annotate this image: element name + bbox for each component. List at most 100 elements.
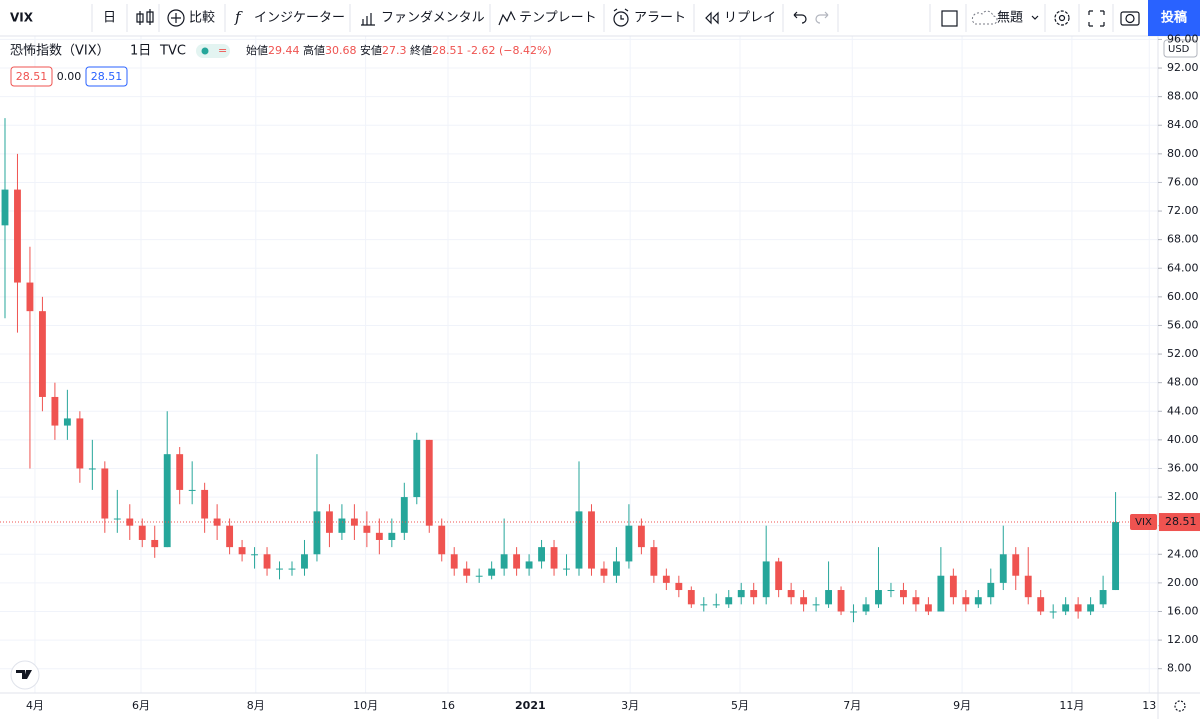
candle-body [76, 418, 84, 469]
indicator-value: 28.51 [16, 70, 48, 83]
candle-body [1037, 597, 1045, 612]
indicator-icon: f [234, 8, 243, 26]
replay-button[interactable]: リプレイ [724, 11, 776, 26]
last-price-value: 28.51 [1165, 515, 1197, 528]
y-tick-label: 8.00 [1167, 662, 1192, 675]
ohlc-values: 始値29.44 高値30.68 安値27.3 終値28.51 -2.62 (−8… [246, 43, 552, 57]
candles [1, 118, 1120, 623]
candle-body [388, 532, 396, 540]
candle-body [1062, 604, 1070, 612]
fullscreen-button[interactable] [1088, 10, 1105, 27]
status-eq: = [218, 44, 227, 57]
y-tick-label: 72.00 [1167, 204, 1199, 217]
last-price-name: VIX [1135, 517, 1152, 528]
ohlc-label: 始値 [246, 43, 268, 57]
publish-label[interactable]: 投稿 [1161, 10, 1187, 26]
time-settings[interactable] [1174, 700, 1186, 712]
compare-icon [167, 9, 185, 27]
currency[interactable]: USD [1168, 44, 1190, 55]
candle-body [176, 454, 184, 490]
y-tick-label: 52.00 [1167, 347, 1199, 360]
value-box [10, 66, 53, 87]
candle-body [1012, 554, 1020, 576]
y-tick-label: 20.00 [1167, 576, 1199, 589]
fundamental-icon [361, 13, 375, 26]
candle-body [949, 575, 957, 598]
x-tick-label: 9月 [953, 699, 971, 712]
redo-button[interactable] [815, 11, 829, 24]
interval-button[interactable]: 日 [103, 11, 116, 26]
candle-body [1049, 611, 1057, 613]
x-tick-label: 6月 [132, 699, 150, 712]
x-tick-label: 7月 [843, 699, 861, 712]
candle-body [463, 568, 471, 576]
candle-body [113, 518, 121, 520]
candle-body [962, 597, 970, 605]
undo-button[interactable] [793, 11, 807, 24]
y-tick-label: 24.00 [1167, 547, 1199, 560]
y-tick-label: 64.00 [1167, 261, 1199, 274]
alert-button[interactable]: アラート [634, 11, 686, 26]
ohlc-value: 27.3 [382, 44, 407, 57]
legend-title: 恐怖指数（VIX） [10, 43, 110, 59]
y-tick-label: 48.00 [1167, 376, 1199, 389]
candle-body [825, 590, 833, 605]
y-tick-label: 40.00 [1167, 433, 1199, 446]
candle-body [238, 547, 246, 555]
currency-button[interactable] [1163, 39, 1198, 58]
candle-body [787, 590, 795, 598]
candle-body [987, 582, 995, 598]
candle-body [575, 511, 583, 569]
alert-icon [613, 11, 629, 27]
x-tick-label: 16 [441, 699, 455, 712]
x-tick-label: 5月 [731, 699, 749, 712]
candle-body [837, 590, 845, 612]
candle-body [1099, 590, 1107, 605]
candle-body [363, 525, 371, 533]
candle-body [900, 590, 907, 598]
y-tick-label: 92.00 [1167, 61, 1199, 74]
candle-body [475, 575, 483, 577]
symbol[interactable]: VIX [10, 11, 34, 25]
snapshot-icon [1125, 13, 1135, 24]
candle-body [400, 497, 408, 533]
compare-icon [171, 13, 181, 23]
publish-button[interactable] [1148, 0, 1200, 36]
chart-type-button[interactable] [136, 9, 154, 25]
templates-button[interactable]: テンプレート [519, 11, 597, 26]
indicators-button[interactable]: インジケーター [254, 11, 345, 26]
candle-body [88, 468, 96, 470]
candle-body [625, 525, 633, 562]
layout-name[interactable]: 無題 [997, 11, 1023, 26]
candle-body [712, 604, 720, 606]
candle-body [887, 590, 895, 592]
candle-body [737, 590, 745, 598]
ohlc-label: 高値 [303, 43, 325, 57]
status-badge [196, 44, 230, 58]
candle-body [637, 525, 645, 548]
x-tick-label: 2021 [515, 699, 546, 712]
layout-button[interactable] [941, 10, 958, 27]
candle-body [375, 532, 383, 540]
compare-button[interactable]: 比較 [189, 11, 215, 26]
candle-body [1112, 522, 1120, 591]
fundamentals-button[interactable]: ファンダメンタル [381, 11, 485, 26]
candle-body [662, 575, 670, 583]
candle-body [687, 590, 695, 605]
candle-body [762, 561, 770, 598]
candle-body [201, 489, 209, 519]
ohlc-value: 29.44 [268, 44, 300, 57]
candle-body [588, 511, 595, 569]
candle-body [550, 547, 558, 569]
snapshot-button[interactable] [1120, 11, 1140, 26]
x-tick-label: 13 [1142, 699, 1156, 712]
ohlc-label: 終値 [410, 43, 432, 57]
y-tick-label: 44.00 [1167, 404, 1199, 417]
ohlc-value: 28.51 [432, 44, 464, 57]
dropdown-icon [1031, 15, 1039, 20]
candle-body [450, 554, 458, 569]
candle-body [924, 604, 932, 612]
settings-button[interactable] [1054, 10, 1070, 26]
candle-body [338, 518, 346, 533]
